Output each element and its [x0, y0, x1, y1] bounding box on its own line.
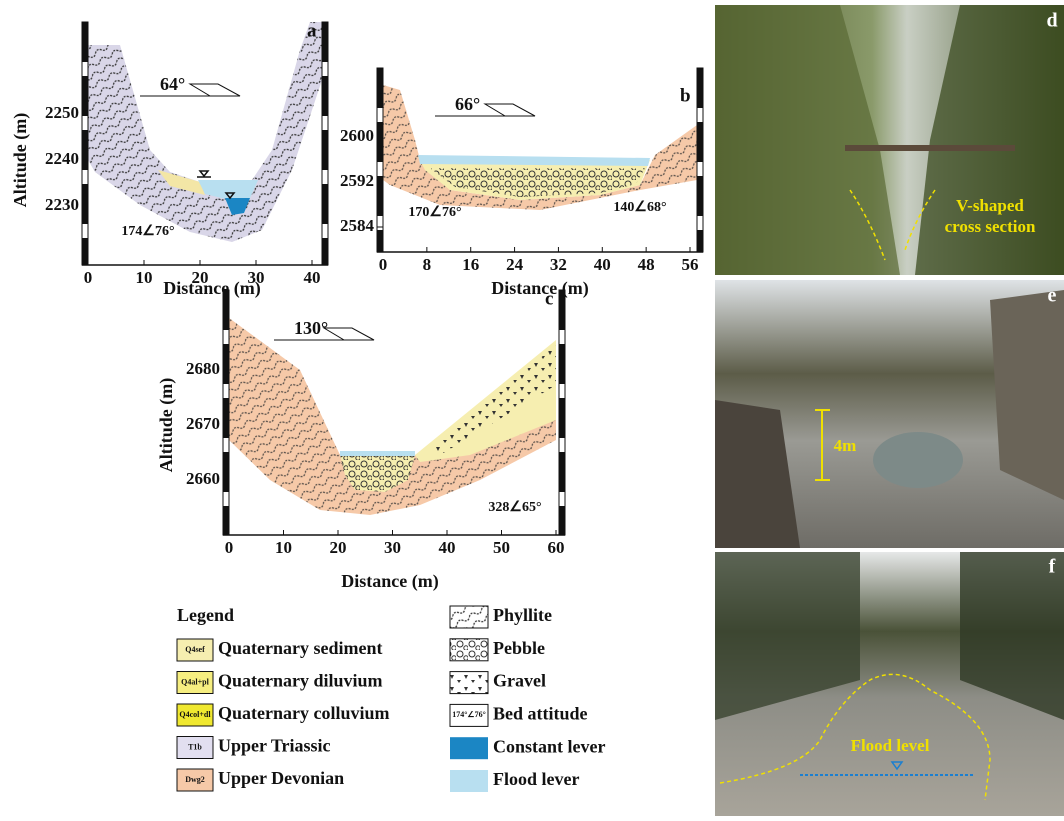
x-tick-label: 24: [506, 255, 524, 274]
legend-label: Quaternary diluvium: [218, 671, 383, 691]
photo-annotation: V-shaped: [956, 196, 1024, 215]
x-tick-label: 40: [304, 268, 321, 287]
x-tick-label: 10: [275, 538, 292, 557]
strike-symbol: [140, 84, 240, 96]
bed-attitude: 328∠65°: [488, 500, 541, 515]
legend-title: Legend: [177, 605, 234, 625]
figure: 0 10 20 30 40 2230 2240 2250 Distance (m) Altitud…: [0, 0, 1064, 816]
legend-code: 174°∠76°: [452, 710, 486, 719]
photo-label: e: [1048, 285, 1057, 307]
photo-label: f: [1049, 556, 1056, 578]
x-tick-label: 10: [136, 268, 153, 287]
y-tick-label: 2670: [186, 414, 220, 433]
photo-f: [715, 552, 1064, 816]
y-tick-label: 2592: [340, 171, 374, 190]
bed-attitude: 170∠76°: [408, 205, 461, 220]
section-c: [229, 318, 556, 515]
legend-swatch: [450, 672, 488, 694]
legend-code: Q4al+pl: [181, 677, 209, 686]
bed-attitude: 140∠68°: [613, 200, 666, 215]
panel-label: b: [680, 85, 691, 106]
y-tick-label: 2584: [340, 216, 375, 235]
y-axis-title: Altitude (m): [10, 113, 31, 207]
x-tick-label: 40: [594, 255, 611, 274]
legend-label: Flood lever: [493, 769, 579, 789]
legend-label: Quaternary sediment: [218, 638, 382, 658]
legend-label: Constant lever: [493, 736, 605, 756]
x-tick-label: 48: [638, 255, 655, 274]
x-tick-label: 50: [493, 538, 510, 557]
legend-label: Bed attitude: [493, 704, 588, 724]
x-tick-label: 8: [423, 255, 432, 274]
legend-code: Q4sef: [185, 645, 205, 654]
x-tick-label: 0: [379, 255, 388, 274]
y-tick-label: 2660: [186, 469, 220, 488]
strike-symbol: [435, 104, 535, 116]
y-tick-label: 2250: [45, 103, 79, 122]
section-a: [88, 22, 322, 242]
y-tick-label: 2600: [340, 126, 374, 145]
x-tick-label: 32: [550, 255, 567, 274]
x-tick-label: 56: [682, 255, 699, 274]
photo-annotation: 4m: [834, 436, 857, 455]
x-tick-label: 16: [462, 255, 479, 274]
section-b: [383, 85, 697, 210]
x-axis-title: Distance (m): [341, 571, 438, 592]
legend-swatch: [450, 639, 488, 661]
x-tick-label: 20: [330, 538, 347, 557]
legend-swatch: [450, 606, 488, 628]
x-axis-title: Distance (m): [163, 278, 260, 299]
x-tick-label: 30: [384, 538, 401, 557]
legend-label: Quaternary colluvium: [218, 703, 390, 723]
photo-e: [715, 280, 1064, 548]
legend-label: Pebble: [493, 638, 545, 658]
y-axis-title: Altitude (m): [156, 378, 177, 472]
bed-attitude: 174∠76°: [121, 224, 174, 239]
y-tick-label: 2680: [186, 359, 220, 378]
legend-label: Upper Devonian: [218, 768, 344, 788]
panel-label: a: [307, 20, 317, 41]
dip-direction: 64°: [160, 74, 185, 94]
photo-label: d: [1046, 10, 1057, 32]
dip-direction: 66°: [455, 94, 480, 114]
legend-swatch: [450, 770, 488, 792]
legend-swatch: [450, 737, 488, 759]
legend-code: T1b: [188, 742, 202, 751]
x-tick-label: 0: [225, 538, 234, 557]
x-tick-label: 60: [548, 538, 565, 557]
x-axis-title: Distance (m): [491, 278, 588, 299]
legend-label: Upper Triassic: [218, 736, 331, 756]
photo-annotation: Flood level: [851, 736, 930, 755]
legend-code: Dwg2: [185, 775, 205, 784]
panel-label: c: [545, 288, 553, 309]
dip-direction: 130°: [294, 318, 328, 338]
y-tick-label: 2240: [45, 149, 79, 168]
legend-label: Gravel: [493, 671, 546, 691]
y-tick-label: 2230: [45, 195, 79, 214]
x-tick-label: 40: [439, 538, 456, 557]
legend-code: Q4col+dl: [179, 710, 211, 719]
legend-label: Phyllite: [493, 605, 552, 625]
photo-annotation: cross section: [945, 217, 1036, 236]
x-tick-label: 0: [84, 268, 93, 287]
